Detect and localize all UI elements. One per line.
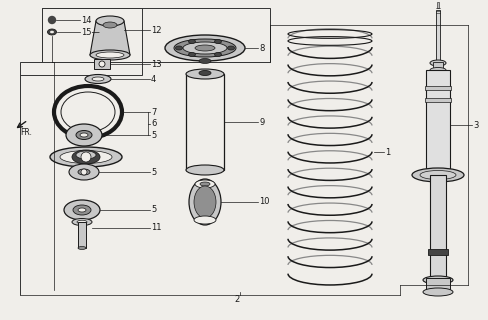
Circle shape <box>81 152 91 162</box>
FancyBboxPatch shape <box>426 278 450 292</box>
Ellipse shape <box>194 216 216 224</box>
Circle shape <box>81 169 87 175</box>
FancyBboxPatch shape <box>433 62 443 70</box>
Ellipse shape <box>66 124 102 146</box>
Ellipse shape <box>215 52 222 57</box>
Ellipse shape <box>195 45 215 51</box>
Text: 2: 2 <box>234 295 240 305</box>
FancyBboxPatch shape <box>437 2 439 8</box>
Ellipse shape <box>50 147 122 167</box>
Ellipse shape <box>188 39 196 44</box>
Ellipse shape <box>85 75 111 84</box>
Ellipse shape <box>69 164 99 180</box>
Ellipse shape <box>77 220 87 224</box>
Ellipse shape <box>47 29 57 35</box>
Ellipse shape <box>227 46 235 50</box>
Ellipse shape <box>189 179 221 225</box>
FancyBboxPatch shape <box>186 74 224 170</box>
Ellipse shape <box>72 219 92 226</box>
Ellipse shape <box>78 208 86 212</box>
Ellipse shape <box>103 22 117 28</box>
Ellipse shape <box>420 171 456 180</box>
Ellipse shape <box>80 133 88 137</box>
Polygon shape <box>90 21 130 55</box>
Text: 5: 5 <box>151 167 156 177</box>
Ellipse shape <box>50 31 54 33</box>
Text: 15—: 15— <box>81 28 100 36</box>
Text: 5: 5 <box>151 205 156 214</box>
Ellipse shape <box>423 276 453 284</box>
Text: 8: 8 <box>259 44 264 52</box>
Text: 5: 5 <box>151 131 156 140</box>
Ellipse shape <box>76 131 92 140</box>
Ellipse shape <box>186 69 224 79</box>
Text: 12: 12 <box>151 26 162 35</box>
FancyBboxPatch shape <box>425 98 451 102</box>
Ellipse shape <box>72 150 100 164</box>
Ellipse shape <box>96 16 124 26</box>
FancyBboxPatch shape <box>436 10 440 62</box>
Text: 1: 1 <box>385 148 390 156</box>
Ellipse shape <box>215 39 222 44</box>
Ellipse shape <box>92 77 104 81</box>
Ellipse shape <box>423 288 453 296</box>
FancyBboxPatch shape <box>430 175 446 282</box>
Ellipse shape <box>183 42 227 54</box>
Ellipse shape <box>165 35 245 61</box>
Ellipse shape <box>200 182 210 186</box>
Text: 10: 10 <box>259 197 269 206</box>
Ellipse shape <box>64 200 100 220</box>
FancyBboxPatch shape <box>94 59 110 69</box>
Ellipse shape <box>186 165 224 175</box>
Ellipse shape <box>78 169 90 175</box>
Ellipse shape <box>61 92 115 132</box>
Text: 13: 13 <box>151 60 162 68</box>
Text: 14: 14 <box>81 15 92 25</box>
FancyBboxPatch shape <box>78 222 86 248</box>
Ellipse shape <box>76 151 96 159</box>
Ellipse shape <box>199 70 211 76</box>
FancyBboxPatch shape <box>425 86 451 90</box>
FancyBboxPatch shape <box>426 70 450 175</box>
Ellipse shape <box>412 168 464 182</box>
Text: 4: 4 <box>151 75 156 84</box>
Ellipse shape <box>199 59 211 63</box>
Circle shape <box>99 61 105 67</box>
Ellipse shape <box>73 205 91 215</box>
Text: FR.: FR. <box>20 127 32 137</box>
Text: 9: 9 <box>259 117 264 126</box>
Circle shape <box>48 17 56 23</box>
Ellipse shape <box>176 46 183 50</box>
Ellipse shape <box>430 68 446 73</box>
Ellipse shape <box>60 150 112 164</box>
Ellipse shape <box>90 50 130 60</box>
Ellipse shape <box>430 60 446 66</box>
Ellipse shape <box>194 186 216 218</box>
Text: 7: 7 <box>151 108 156 116</box>
Text: 11: 11 <box>151 223 162 233</box>
FancyBboxPatch shape <box>428 249 448 255</box>
Ellipse shape <box>174 39 236 57</box>
Ellipse shape <box>195 180 215 188</box>
Ellipse shape <box>188 52 196 57</box>
Text: 6: 6 <box>151 119 156 128</box>
Text: 3: 3 <box>473 121 478 130</box>
Ellipse shape <box>96 52 124 58</box>
Ellipse shape <box>78 246 86 250</box>
